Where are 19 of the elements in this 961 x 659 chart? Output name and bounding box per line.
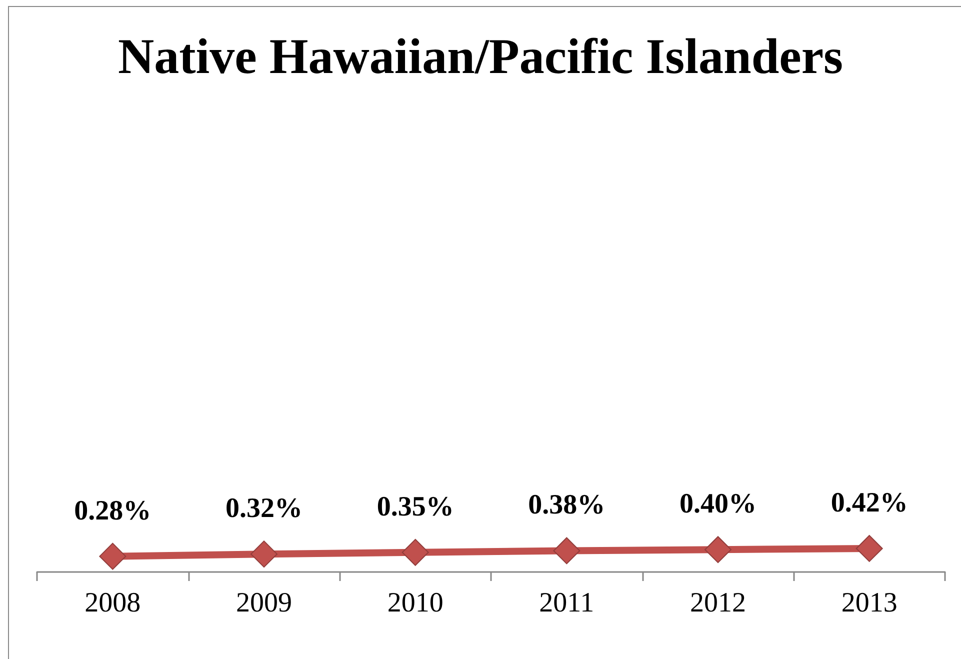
- data-label: 0.28%: [74, 495, 152, 526]
- chart-title: Native Hawaiian/Pacific Islanders: [118, 28, 843, 84]
- point: [856, 534, 883, 562]
- x-tick-label: 2013: [841, 588, 898, 618]
- x-tick-label: 2012: [690, 588, 746, 618]
- point: [704, 536, 732, 564]
- x-tick-label: 2011: [539, 588, 594, 618]
- x-tick-label: 2010: [387, 588, 444, 618]
- data-label: 0.35%: [376, 491, 454, 522]
- point: [402, 538, 429, 566]
- point: [250, 540, 278, 568]
- data-label: 0.40%: [680, 488, 756, 520]
- x-tick-label: 2009: [236, 588, 292, 618]
- point: [99, 542, 126, 570]
- data-label: 0.32%: [226, 493, 302, 524]
- data-label: 0.42%: [830, 487, 908, 518]
- data-label: 0.38%: [528, 490, 606, 521]
- point: [553, 537, 580, 564]
- x-tick-label: 2008: [84, 588, 141, 618]
